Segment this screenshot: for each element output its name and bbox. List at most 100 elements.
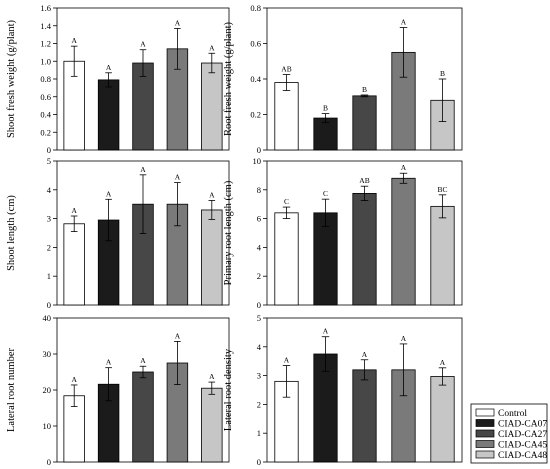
y-tick-label: 1.4 xyxy=(40,21,51,31)
y-tick-label: 30 xyxy=(43,349,52,359)
y-tick-label: 0.8 xyxy=(40,74,51,84)
chart-panel: 0 0.2 0.4 0.6 0.8 1.0 1.2 1.4 1.6 Shoot fresh wei… xyxy=(6,3,230,155)
y-tick-label: 0.6 xyxy=(250,39,261,49)
y-tick-label: 0 xyxy=(257,457,261,467)
chart-panel: 0 1 2 3 4 5 Lateral root density A A A A A xyxy=(223,313,463,467)
legend-entry-label: CIAD-CA45 xyxy=(498,441,547,451)
legend-swatch xyxy=(475,440,495,448)
significance-label: A xyxy=(106,358,112,367)
y-tick-label: 5 xyxy=(47,156,51,166)
y-axis-label: Lateral root density xyxy=(223,348,234,431)
significance-label: A xyxy=(440,358,446,367)
chart-panel: 0 10 20 30 40 Lateral root number A A A A A xyxy=(6,313,230,467)
y-tick-label: 0.8 xyxy=(250,3,261,13)
y-tick-label: 10 xyxy=(43,421,52,431)
y-tick-label: 0 xyxy=(257,145,261,155)
significance-label: A xyxy=(284,356,290,365)
significance-label: A xyxy=(71,36,77,45)
y-tick-label: 0 xyxy=(47,300,51,310)
significance-label: A xyxy=(140,40,146,49)
y-tick-label: 40 xyxy=(43,313,52,323)
significance-label: A xyxy=(140,165,146,174)
y-tick-label: 4 xyxy=(257,342,262,352)
y-tick-label: 5 xyxy=(257,313,261,323)
y-tick-label: 0.4 xyxy=(250,74,261,84)
y-tick-label: 1.6 xyxy=(40,3,51,13)
significance-label: A xyxy=(71,375,77,384)
significance-label: B xyxy=(440,69,445,78)
bar-control xyxy=(63,223,85,306)
y-tick-label: 0.6 xyxy=(40,92,51,102)
y-tick-label: 2 xyxy=(257,271,261,281)
bar-ciad-ca45 xyxy=(391,177,416,306)
significance-label: A xyxy=(209,372,215,381)
bar-ciad-ca48 xyxy=(430,205,455,306)
significance-label: A xyxy=(401,334,407,343)
chart-panel: 0 1 2 3 4 5 Shoot length (cm) A A A A A xyxy=(6,156,230,310)
y-tick-label: 4 xyxy=(257,242,262,252)
y-tick-label: 10 xyxy=(253,156,262,166)
bar-control xyxy=(274,82,299,151)
y-axis-label: Shoot fresh weight (g/plant) xyxy=(6,19,17,138)
y-tick-label: 3 xyxy=(257,371,261,381)
significance-label: C xyxy=(323,189,328,198)
significance-label: A xyxy=(175,173,181,182)
y-axis-label: Primary root length (cm) xyxy=(223,180,234,285)
legend-swatch xyxy=(475,429,495,438)
significance-label: A xyxy=(106,189,112,198)
y-tick-label: 0 xyxy=(47,145,51,155)
significance-label: A xyxy=(323,327,329,336)
bar-ciad-ca48 xyxy=(201,62,223,151)
legend-entry-label: CIAD-CA48 xyxy=(498,451,547,461)
legend-swatch xyxy=(475,408,495,417)
bar-ciad-ca48 xyxy=(430,376,455,463)
bar-ciad-ca48 xyxy=(201,209,223,306)
bar-ciad-ca48 xyxy=(201,387,223,463)
y-tick-label: 1.0 xyxy=(40,56,51,66)
chart-panel: 0 2 4 6 8 10 Primary root length (cm) C C AB A BC xyxy=(223,156,463,310)
significance-label: B xyxy=(323,104,328,113)
significance-label: AB xyxy=(359,176,369,185)
significance-label: A xyxy=(71,206,77,215)
y-tick-label: 0.4 xyxy=(40,110,51,120)
significance-label: A xyxy=(209,43,215,52)
significance-label: C xyxy=(284,197,289,206)
y-tick-label: 8 xyxy=(257,185,261,195)
significance-label: A xyxy=(140,356,146,365)
significance-label: A xyxy=(209,190,215,199)
y-tick-label: 0 xyxy=(47,457,51,467)
y-tick-label: 1.2 xyxy=(40,39,51,49)
bar-control xyxy=(274,212,299,306)
bar-ciad-ca07 xyxy=(97,79,120,151)
y-tick-label: 20 xyxy=(43,385,52,395)
significance-label: A xyxy=(175,18,181,27)
legend-entry-label: CIAD-CA07 xyxy=(498,420,547,430)
y-tick-label: 1 xyxy=(47,271,51,281)
significance-label: BC xyxy=(437,185,447,194)
significance-label: A xyxy=(106,63,112,72)
y-tick-label: 1 xyxy=(257,428,261,438)
significance-label: B xyxy=(362,85,367,94)
chart-panel: 0 0.2 0.4 0.6 0.8 Root fresh weight (g/plant)… xyxy=(223,3,463,155)
y-tick-label: 6 xyxy=(257,214,261,224)
y-tick-label: 0.2 xyxy=(250,110,261,120)
significance-label: AB xyxy=(281,65,291,74)
significance-label: A xyxy=(401,163,407,172)
legend-entry-label: Control xyxy=(498,409,527,419)
significance-label: A xyxy=(401,18,407,27)
y-axis-label: Lateral root number xyxy=(6,348,17,432)
y-axis-label: Shoot length (cm) xyxy=(6,195,17,271)
bar-ciad-ca27 xyxy=(352,95,377,151)
significance-label: A xyxy=(362,350,368,359)
bar-ciad-ca27 xyxy=(352,369,377,463)
legend: ControlCIAD-CA07CIAD-CA27CIAD-CA45CIAD-C… xyxy=(470,403,548,464)
legend-entry-label: CIAD-CA27 xyxy=(498,430,547,440)
significance-label: A xyxy=(175,331,181,340)
legend-swatch xyxy=(475,450,495,459)
y-tick-label: 2 xyxy=(47,242,51,252)
y-tick-label: 3 xyxy=(47,214,51,224)
bar-ciad-ca27 xyxy=(132,371,154,463)
y-tick-label: 4 xyxy=(47,185,52,195)
y-tick-label: 0 xyxy=(257,300,261,310)
